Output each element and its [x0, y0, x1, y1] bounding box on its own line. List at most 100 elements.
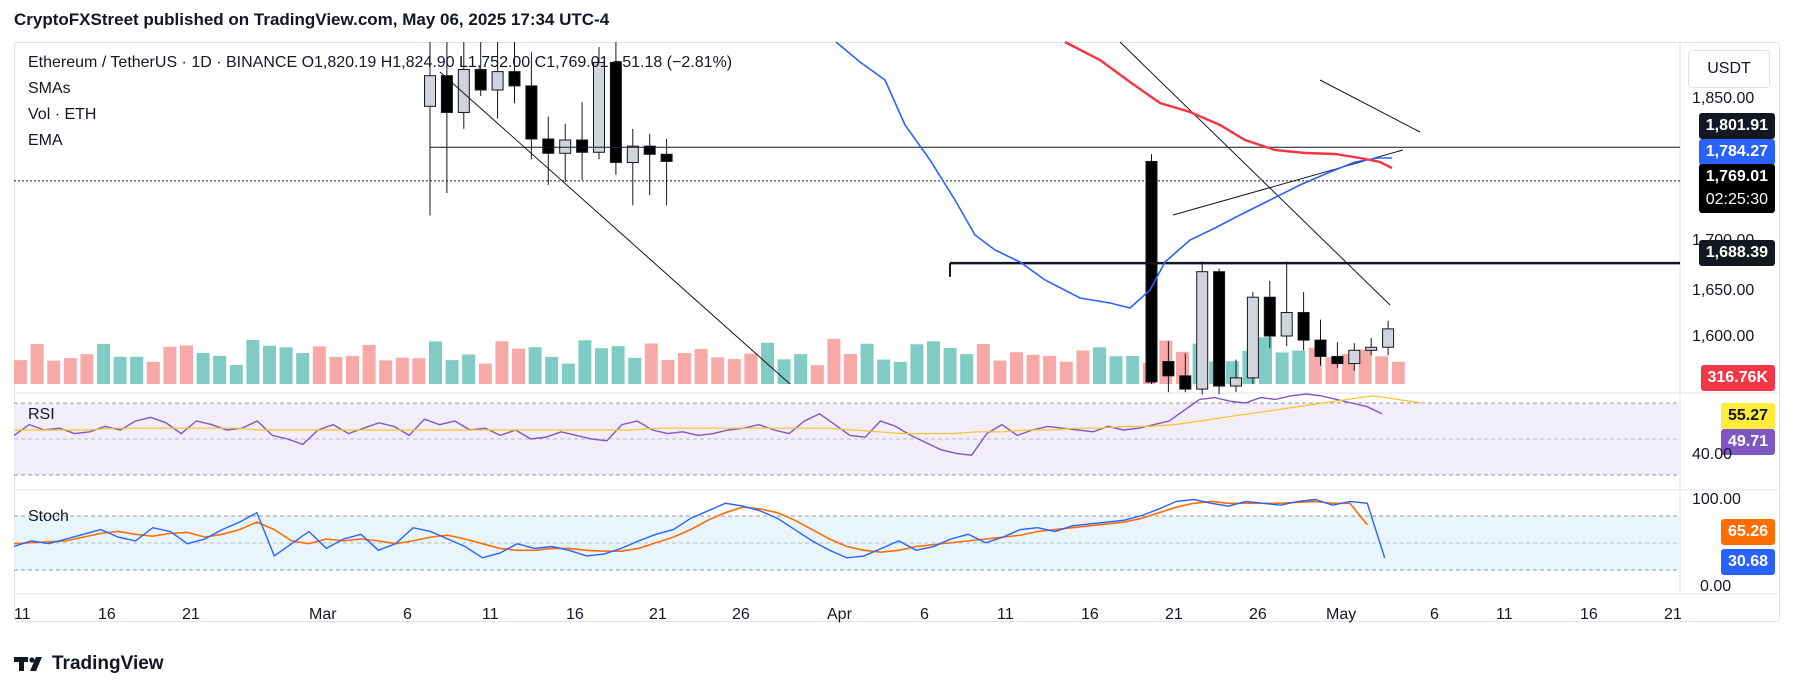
candle-body — [542, 138, 555, 154]
volume-bar — [495, 341, 509, 384]
volume-bar — [163, 346, 177, 384]
volume-bar — [744, 353, 758, 384]
volume-bar — [362, 344, 376, 384]
volume-tag: 316.76K — [1700, 365, 1775, 391]
volume-bar — [478, 363, 492, 384]
volume-bar — [1292, 350, 1306, 384]
volume-bar — [644, 343, 658, 384]
volume-bar — [445, 360, 459, 384]
rsi-axis-label: 40.00 — [1692, 446, 1733, 463]
volume-bar — [927, 341, 940, 384]
candle-body — [1179, 375, 1192, 390]
volume-bar — [810, 365, 824, 384]
x-axis-label: Mar — [309, 606, 337, 623]
volume-bar — [47, 360, 61, 384]
candle-body — [1213, 271, 1226, 387]
publisher-header: CryptoFXStreet published on TradingView.… — [14, 10, 610, 29]
candle-body — [1331, 355, 1344, 365]
volume-bar — [113, 356, 127, 384]
volume-bar — [595, 348, 608, 384]
volume-bar — [213, 355, 227, 384]
symbol-legend[interactable]: Ethereum / TetherUS · 1D · BINANCE O1,82… — [28, 54, 733, 71]
volume-bar — [711, 357, 725, 384]
candle-body — [1246, 296, 1259, 379]
volume-bar — [346, 355, 359, 384]
volume-bar — [661, 359, 675, 384]
candle-body — [525, 85, 538, 140]
x-axis-label: 11 — [1496, 606, 1513, 623]
candle-body — [1145, 160, 1158, 383]
volume-bar — [877, 359, 891, 384]
x-axis-label: 6 — [1430, 606, 1439, 623]
candle-body — [1280, 312, 1293, 337]
candle-body — [643, 145, 656, 155]
volume-bar — [196, 353, 210, 384]
volume-bar — [80, 354, 94, 384]
volume-bar — [1043, 355, 1057, 384]
support-price-tag: 1,688.39 — [1698, 240, 1775, 266]
volume-bar — [777, 359, 791, 384]
ema-legend[interactable]: EMA — [28, 132, 63, 149]
x-axis-label: Apr — [827, 606, 852, 623]
volume-bar — [827, 338, 841, 384]
volume-bar — [296, 353, 310, 384]
smas-legend[interactable]: SMAs — [28, 80, 71, 97]
stoch-label[interactable]: Stoch — [28, 508, 69, 525]
candle-body — [559, 139, 572, 154]
candle-body — [491, 71, 504, 91]
volume-bar — [395, 357, 409, 384]
volume-bar — [1093, 347, 1106, 384]
candle-body — [457, 69, 470, 113]
volume-bar — [794, 354, 808, 384]
volume-bar — [412, 358, 426, 384]
stoch-d-tag: 65.26 — [1720, 519, 1775, 545]
x-axis-label: 21 — [1165, 606, 1183, 623]
volume-bar — [727, 359, 741, 384]
candle-body — [1382, 328, 1395, 348]
candle-body — [626, 145, 639, 163]
volume-bar — [1391, 361, 1405, 384]
volume-bar — [130, 356, 144, 384]
x-axis-label: 11 — [997, 606, 1014, 623]
volume-bar — [910, 344, 924, 384]
volume-bar — [1076, 350, 1090, 384]
volume-bar — [14, 360, 27, 384]
candle-body — [609, 61, 622, 163]
volume-bar — [561, 363, 575, 384]
rsi-ma-tag: 55.27 — [1720, 403, 1775, 429]
volume-bar — [976, 343, 990, 384]
price-axis-label: 1,600.00 — [1692, 328, 1755, 345]
volume-bar — [844, 353, 857, 384]
rsi-value-tag: 49.71 — [1720, 429, 1775, 455]
candle-body — [1314, 339, 1327, 357]
countdown-timer: 02:25:30 — [1698, 187, 1775, 213]
x-axis-label: May — [1326, 606, 1357, 623]
trendline — [439, 71, 791, 385]
x-axis-label: 11 — [482, 606, 499, 623]
x-axis-label: 21 — [649, 606, 667, 623]
rsi-label[interactable]: RSI — [28, 406, 55, 423]
x-axis-label: 26 — [732, 606, 750, 623]
candle-body — [1230, 377, 1242, 387]
volume-bar — [528, 347, 542, 384]
volume-bar — [1059, 361, 1073, 384]
volume-bar — [462, 354, 476, 384]
volume-bar — [379, 360, 393, 384]
tradingview-logo-icon — [14, 657, 42, 671]
x-axis-label: 16 — [1580, 606, 1598, 623]
x-axis-label: 16 — [566, 606, 584, 623]
volume-bar — [943, 348, 957, 384]
stoch-d-line — [13, 500, 1368, 553]
tradingview-logo[interactable]: TradingView — [14, 653, 164, 675]
trendline — [1319, 79, 1421, 133]
volume-legend[interactable]: Vol · ETH — [28, 106, 97, 123]
candle-body — [660, 153, 673, 162]
volume-bar — [97, 343, 110, 384]
currency-button[interactable]: USDT — [1688, 50, 1770, 88]
volume-bar — [279, 347, 293, 384]
x-axis-label: 11 — [14, 606, 31, 623]
volume-bar — [993, 360, 1007, 384]
ema-line — [1064, 40, 1393, 170]
volume-bar — [30, 344, 44, 384]
